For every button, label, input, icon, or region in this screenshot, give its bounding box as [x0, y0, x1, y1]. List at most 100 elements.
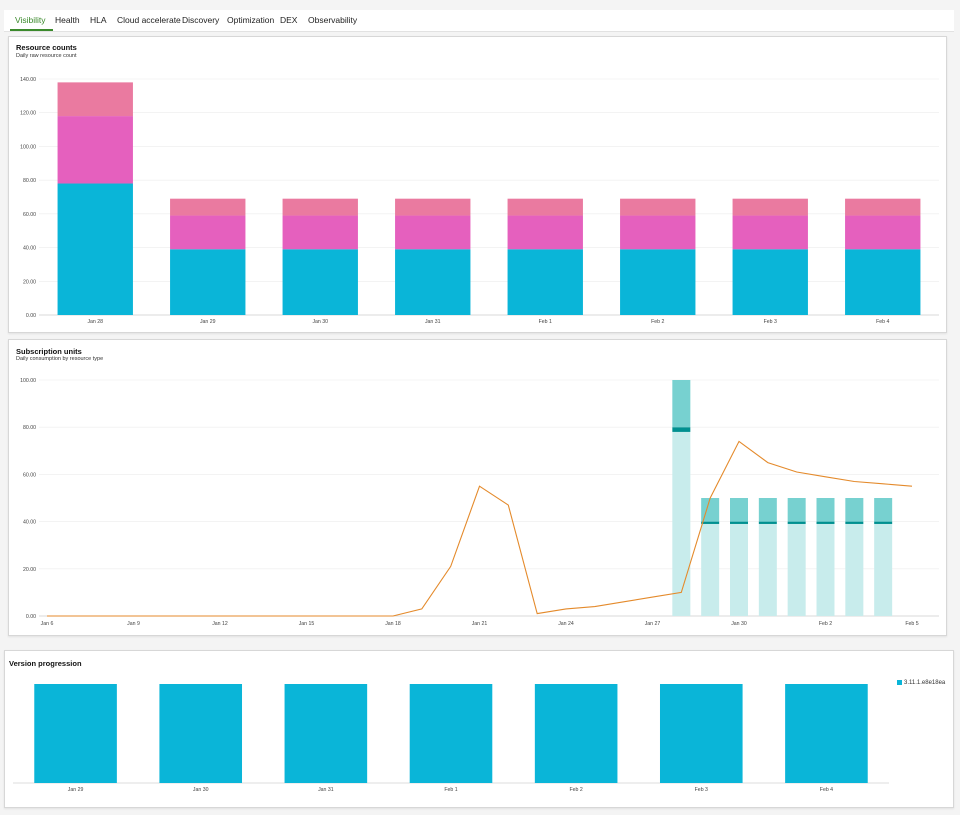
version-bar: [159, 684, 243, 783]
version-bar: [534, 684, 618, 783]
bar-segment: [845, 521, 864, 524]
bar-segment: [732, 249, 808, 315]
resource-counts-panel: Resource counts Daily raw resource count…: [8, 36, 947, 333]
bar-segment: [758, 523, 777, 616]
tab-optimization[interactable]: Optimization: [227, 15, 275, 25]
bar-segment: [845, 498, 864, 522]
active-tab-indicator: [10, 29, 53, 31]
bar-segment: [845, 215, 921, 250]
y-tick-label: 80.00: [23, 178, 36, 184]
x-tick-label: Jan 30: [312, 319, 328, 325]
legend-swatch: [897, 680, 902, 685]
bar-segment: [730, 498, 748, 522]
bar-segment: [874, 521, 893, 524]
x-tick-label: Jan 30: [731, 621, 747, 627]
bar-segment: [620, 215, 696, 250]
bar-segment: [730, 523, 748, 616]
panel-title: Subscription units: [16, 347, 82, 356]
tab-observability[interactable]: Observability: [308, 15, 358, 25]
bar-segment: [57, 82, 133, 117]
resource-counts-chart: 0.00 20.00 40.00 60.00 80.00 100.00 120.00 140.…: [20, 77, 939, 325]
x-tick-label: Jan 24: [558, 621, 574, 627]
panel-title: Version progression: [9, 659, 82, 668]
bar-segment: [170, 198, 246, 216]
version-bar: [284, 684, 368, 783]
bar-segment: [282, 198, 358, 216]
bar-segment: [701, 498, 720, 522]
bar-segment: [395, 249, 471, 315]
x-tick-label: Jan 18: [385, 621, 401, 627]
version-bar: [659, 684, 743, 783]
bar-segment: [845, 198, 921, 216]
legend-label: 3.11.1.e8e18ea: [904, 680, 946, 687]
x-tick-label: Jan 15: [299, 621, 315, 627]
bar-segment: [816, 498, 835, 522]
x-tick-label: Feb 5: [905, 621, 918, 627]
bar-segment: [620, 249, 696, 315]
bar-segment: [620, 198, 696, 216]
version-progression-chart: Jan 29 Jan 30 Jan 31 Feb 1 Feb 2 Feb 3 Feb 4: [13, 684, 889, 793]
x-tick-label: Feb 3: [764, 319, 777, 325]
x-tick-label: Jan 9: [127, 621, 140, 627]
bar-segment: [395, 215, 471, 250]
x-tick-label: Jan 30: [193, 787, 209, 793]
bar-segment: [732, 198, 808, 216]
panel-subtitle: Daily consumption by resource type: [16, 356, 104, 362]
bar-segment: [787, 523, 806, 616]
x-tick-label: Jan 29: [68, 787, 84, 793]
bar-segment: [816, 523, 835, 616]
version-bar: [409, 684, 493, 783]
x-tick-label: Jan 21: [472, 621, 488, 627]
y-tick-label: 20.00: [23, 279, 36, 285]
y-tick-label: 120.00: [20, 111, 36, 117]
x-tick-label: Feb 4: [820, 787, 833, 793]
bar-segment: [282, 249, 358, 315]
tab-dex[interactable]: DEX: [280, 15, 298, 25]
bar-segment: [732, 215, 808, 250]
tab-hla[interactable]: HLA: [90, 15, 107, 25]
version-bar: [34, 684, 117, 783]
bar-segment: [507, 198, 583, 216]
bar-segment: [170, 249, 246, 315]
bar-segment: [845, 523, 864, 616]
x-tick-label: Jan 29: [200, 319, 216, 325]
x-tick-label: Jan 27: [645, 621, 661, 627]
tab-discovery[interactable]: Discovery: [182, 15, 220, 25]
bar-segment: [701, 521, 720, 524]
legend-item[interactable]: 3.11.1.e8e18ea: [897, 680, 945, 686]
x-tick-label: Feb 2: [819, 621, 832, 627]
x-tick-label: Feb 1: [444, 787, 457, 793]
bar-segment: [787, 521, 806, 524]
subscription-units-chart: 0.00 20.00 40.00 60.00 80.00 100.00 Jan 6 Jan 9…: [20, 378, 939, 627]
bar-segment: [282, 215, 358, 250]
bar-segment: [672, 431, 691, 616]
x-tick-label: Feb 4: [876, 319, 889, 325]
consumption-line: [47, 440, 913, 617]
x-tick-label: Jan 6: [41, 621, 54, 627]
tab-health[interactable]: Health: [55, 15, 80, 25]
bar-segment: [730, 521, 748, 524]
panel-subtitle: Daily raw resource count: [16, 53, 77, 59]
y-tick-label: 40.00: [23, 520, 36, 526]
y-tick-label: 0.00: [26, 614, 36, 620]
x-tick-label: Feb 3: [695, 787, 708, 793]
y-tick-label: 20.00: [23, 567, 36, 573]
x-tick-label: Jan 31: [425, 319, 441, 325]
bar-segment: [816, 521, 835, 524]
x-tick-label: Jan 12: [212, 621, 228, 627]
y-tick-label: 60.00: [23, 212, 36, 218]
y-tick-label: 40.00: [23, 246, 36, 252]
tab-cloud-accelerate[interactable]: Cloud accelerate: [117, 15, 181, 25]
y-tick-label: 60.00: [23, 472, 36, 478]
tab-bar: Visibility Health HLA Cloud accelerate D…: [4, 10, 954, 32]
bar-segment: [57, 183, 133, 315]
bar-segment: [507, 249, 583, 315]
bar-segment: [701, 523, 720, 616]
tab-visibility[interactable]: Visibility: [15, 15, 46, 25]
bar-segment: [507, 215, 583, 250]
y-tick-label: 0.00: [26, 313, 36, 319]
bar-segment: [758, 498, 777, 522]
y-tick-label: 140.00: [20, 77, 36, 83]
version-progression-panel: Version progression Jan 29 Jan 30 Jan 31 Fe…: [4, 650, 954, 808]
bar-segment: [672, 380, 691, 428]
